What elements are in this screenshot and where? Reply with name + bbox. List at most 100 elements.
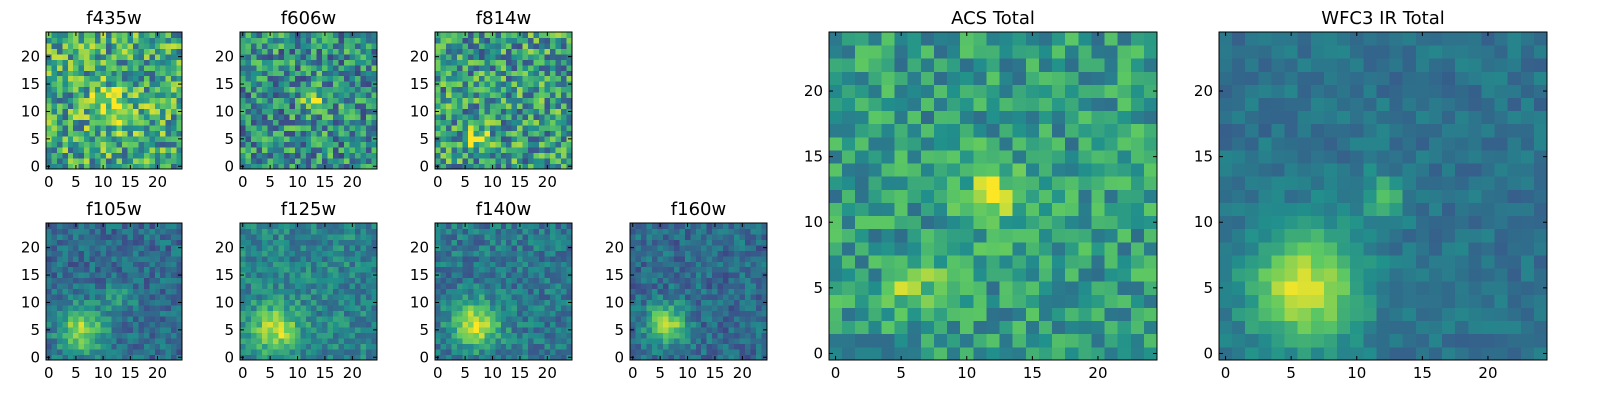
- heatmap-cell: [149, 64, 156, 71]
- heatmap-cell: [646, 316, 653, 323]
- heatmap-cell: [165, 233, 172, 240]
- heatmap-cell: [105, 141, 112, 148]
- heatmap-cell: [761, 250, 768, 257]
- heatmap-cell: [1117, 241, 1132, 256]
- heatmap-cell: [165, 37, 172, 44]
- heatmap-cell: [440, 266, 447, 273]
- heatmap-cell: [240, 294, 246, 301]
- heatmap-cell: [327, 354, 334, 361]
- heatmap-cell: [750, 294, 757, 301]
- heatmap-cell: [539, 349, 545, 355]
- heatmap-cell: [261, 92, 268, 99]
- heatmap-cell: [355, 119, 361, 126]
- heatmap-cell: [245, 327, 252, 333]
- heatmap-cell: [360, 81, 367, 88]
- heatmap-cell: [160, 92, 167, 99]
- heatmap-cell: [294, 158, 301, 164]
- heatmap-cell: [690, 261, 697, 268]
- heatmap-cell: [555, 233, 562, 240]
- y-tick-label: 10: [21, 293, 40, 311]
- heatmap-cell: [316, 163, 323, 170]
- heatmap-cell: [528, 119, 535, 126]
- heatmap-cell: [278, 158, 285, 164]
- heatmap-cell: [133, 70, 139, 77]
- heatmap-cell: [473, 266, 480, 273]
- heatmap-cell: [100, 92, 107, 99]
- heatmap-cell: [300, 338, 307, 344]
- heatmap-cell: [171, 321, 177, 328]
- heatmap-cell: [829, 228, 843, 243]
- heatmap-cell: [51, 152, 58, 159]
- heatmap-cell: [462, 86, 469, 93]
- heatmap-cell: [133, 64, 139, 71]
- heatmap-cell: [467, 266, 474, 273]
- heatmap-cell: [171, 97, 177, 104]
- heatmap-cell: [544, 92, 551, 99]
- heatmap-cell: [657, 321, 664, 328]
- heatmap-cell: [761, 255, 768, 262]
- heatmap-cell: [445, 152, 452, 159]
- heatmap-cell: [160, 59, 167, 66]
- heatmap-cell: [111, 239, 118, 246]
- heatmap-cell: [999, 202, 1014, 217]
- heatmap-cell: [695, 299, 702, 306]
- heatmap-cell: [349, 261, 356, 268]
- heatmap-cell: [517, 239, 524, 246]
- heatmap-cell: [94, 158, 101, 164]
- heatmap-cell: [1012, 307, 1027, 322]
- heatmap-cell: [289, 354, 296, 361]
- heatmap-cell: [349, 316, 356, 323]
- heatmap-cell: [94, 228, 101, 235]
- heatmap-cell: [366, 81, 372, 88]
- heatmap-cell: [933, 281, 948, 295]
- heatmap-cell: [165, 86, 172, 93]
- heatmap-cell: [300, 299, 307, 306]
- heatmap-cell: [555, 103, 562, 110]
- heatmap-cell: [311, 239, 318, 246]
- heatmap-cell: [278, 37, 285, 44]
- heatmap-cell: [695, 316, 702, 323]
- heatmap-cell: [533, 343, 540, 350]
- heatmap-cell: [544, 316, 551, 323]
- heatmap-cell: [133, 250, 139, 257]
- heatmap-cell: [154, 305, 161, 312]
- heatmap-cell: [933, 150, 948, 164]
- heatmap-cell: [122, 86, 128, 93]
- heatmap-cell: [456, 272, 463, 279]
- heatmap-cell: [1078, 163, 1092, 177]
- heatmap-cell: [294, 119, 301, 126]
- heatmap-cell: [533, 228, 540, 235]
- heatmap-cell: [511, 343, 518, 350]
- heatmap-cell: [56, 119, 63, 126]
- heatmap-cell: [484, 338, 491, 344]
- heatmap-cell: [1052, 189, 1066, 203]
- heatmap-cell: [78, 114, 85, 121]
- heatmap-cell: [283, 223, 290, 229]
- heatmap-cell: [267, 152, 274, 159]
- heatmap-cell: [712, 343, 719, 350]
- heatmap-cell: [171, 299, 177, 306]
- heatmap-cell: [829, 163, 843, 177]
- heatmap-cell: [165, 141, 172, 148]
- heatmap-cell: [561, 327, 567, 333]
- heatmap-cell: [78, 42, 85, 49]
- heatmap-cell: [484, 277, 491, 284]
- heatmap-cell: [566, 338, 573, 344]
- heatmap-cell: [138, 147, 145, 153]
- heatmap-cell: [489, 327, 496, 333]
- heatmap-cell: [355, 70, 361, 77]
- heatmap-cell: [745, 223, 751, 229]
- heatmap-cell: [256, 70, 263, 77]
- heatmap-cell: [435, 59, 441, 66]
- heatmap-cell: [690, 228, 697, 235]
- heatmap-cell: [555, 48, 562, 55]
- heatmap-cell: [511, 75, 518, 82]
- heatmap-cell: [528, 332, 535, 339]
- heatmap-cell: [294, 37, 301, 44]
- heatmap-cell: [445, 37, 452, 44]
- heatmap-cell: [105, 37, 112, 44]
- heatmap-cell: [127, 53, 134, 60]
- heatmap-cell: [739, 338, 746, 344]
- heatmap-cell: [322, 53, 329, 60]
- heatmap-cell: [539, 64, 545, 71]
